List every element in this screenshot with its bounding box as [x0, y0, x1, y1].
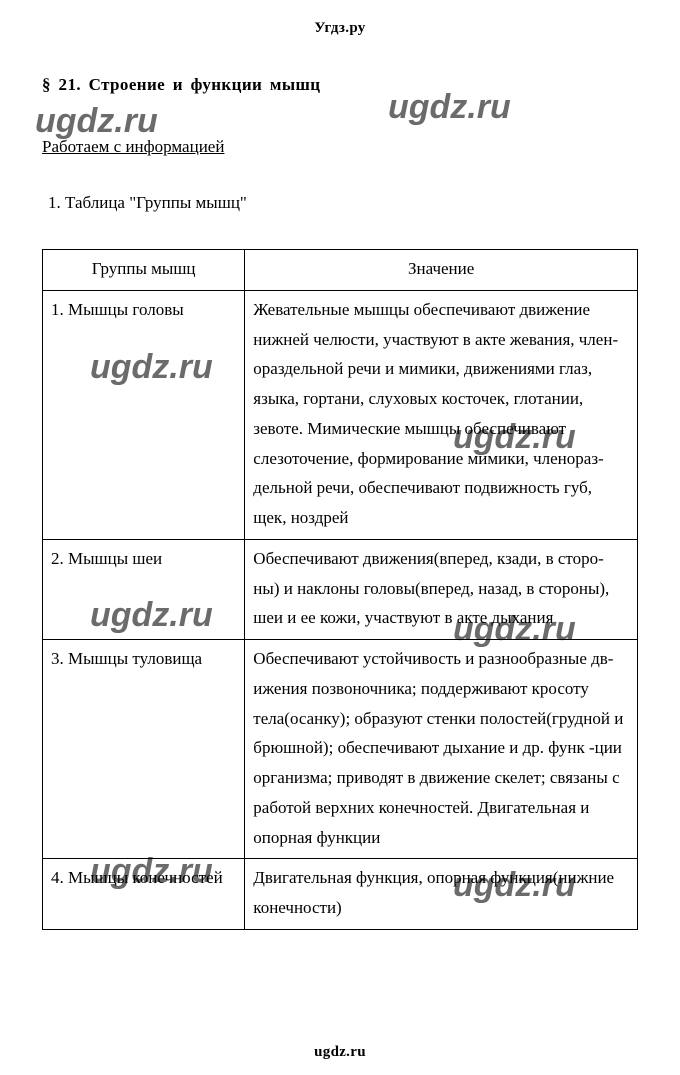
- table-caption-line: 1. Таблица "Группы мышц": [42, 193, 638, 213]
- table-row: 1. Мышцы головы Жевательные мышцы обеспе…: [43, 290, 638, 539]
- page-header-site: Угдз.ру: [42, 20, 638, 37]
- cell-group: 1. Мышцы головы: [43, 290, 245, 539]
- cell-group: 2. Мышцы шеи: [43, 539, 245, 639]
- info-subheading: Работаем с информацией: [42, 137, 638, 157]
- cell-meaning: Обеспечивают движения(вперед, кзади, в с…: [245, 539, 638, 639]
- document-page: Угдз.ру § 21. Строение и функции мышц Ра…: [0, 0, 680, 950]
- cell-meaning: Жевательные мышцы обеспечивают движение …: [245, 290, 638, 539]
- cell-meaning: Двигательная функция, опорная функция(ни…: [245, 859, 638, 930]
- table-row: 2. Мышцы шеи Обеспечивают движения(впере…: [43, 539, 638, 639]
- table-row: 3. Мышцы туловища Обеспечивают устойчиво…: [43, 640, 638, 859]
- table-row: 4. Мышцы конечностей Двигательная функци…: [43, 859, 638, 930]
- cell-group: 4. Мышцы конечностей: [43, 859, 245, 930]
- col-header-meaning: Значение: [245, 250, 638, 291]
- page-footer-site: ugdz.ru: [0, 1044, 680, 1061]
- cell-meaning: Обеспечивают устойчивость и разнообразны…: [245, 640, 638, 859]
- table-header-row: Группы мышц Значение: [43, 250, 638, 291]
- section-title: § 21. Строение и функции мышц: [42, 75, 638, 95]
- cell-group: 3. Мышцы туловища: [43, 640, 245, 859]
- muscle-groups-table: Группы мышц Значение 1. Мышцы головы Жев…: [42, 249, 638, 930]
- col-header-group: Группы мышц: [43, 250, 245, 291]
